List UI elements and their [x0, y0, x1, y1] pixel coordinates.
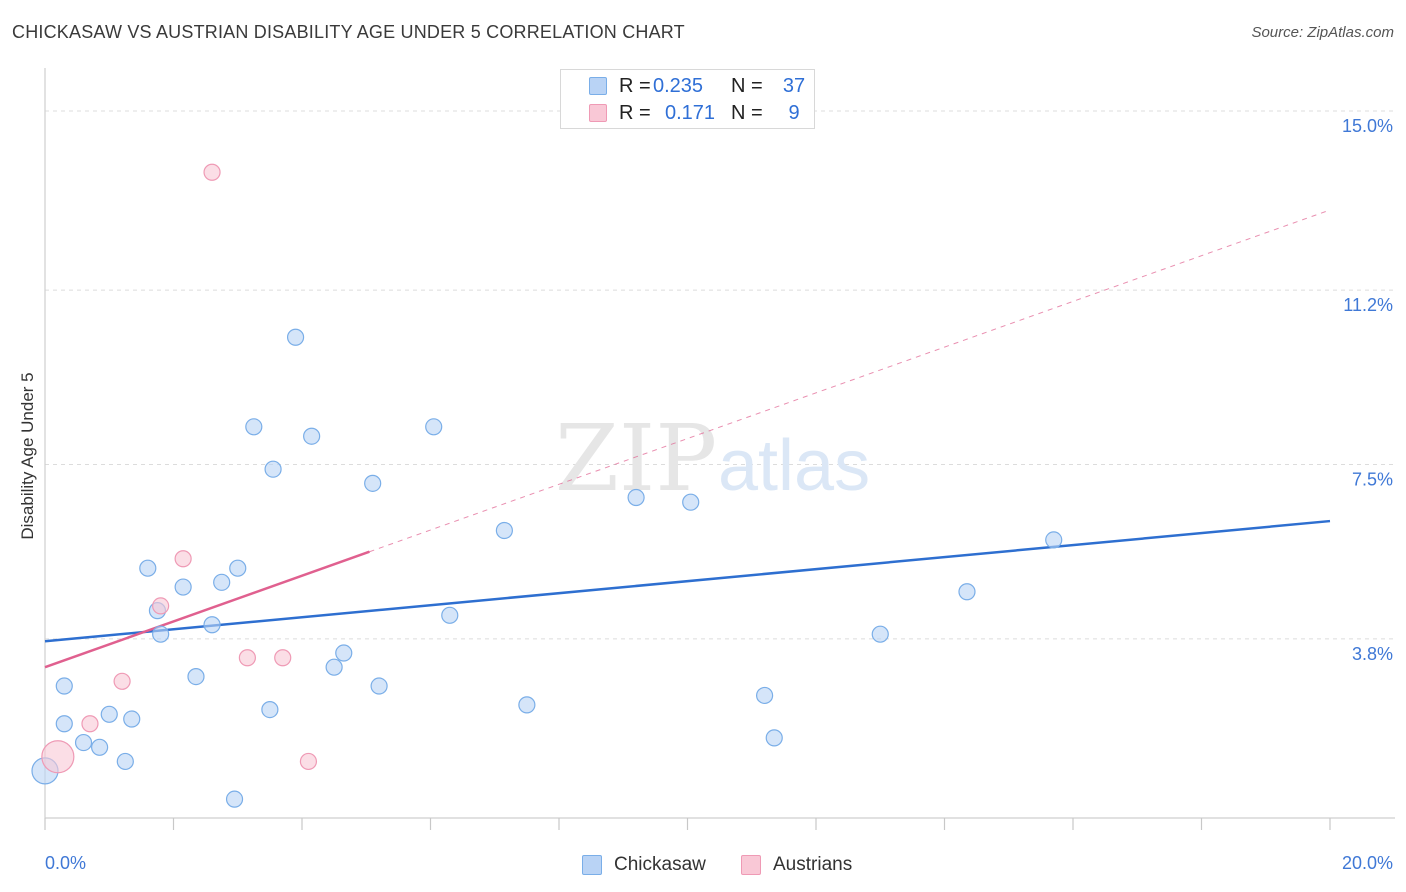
point-chickasaw — [91, 738, 109, 756]
point-chickasaw — [370, 677, 388, 695]
legend-swatch-austrians — [589, 104, 607, 122]
point-chickasaw — [765, 729, 783, 747]
y-tick-label: 7.5% — [1352, 469, 1393, 489]
point-chickasaw — [335, 644, 353, 662]
legend-item-chickasaw[interactable]: Chickasaw — [582, 852, 706, 878]
legend-swatch-chickasaw — [582, 855, 602, 875]
point-chickasaw — [55, 677, 73, 695]
point-chickasaw — [364, 474, 382, 492]
legend-r-value: 0.235 — [653, 74, 704, 97]
point-chickasaw — [627, 488, 645, 507]
point-chickasaw — [139, 559, 157, 577]
point-chickasaw — [152, 625, 170, 643]
axes — [44, 68, 1395, 830]
point-chickasaw — [958, 583, 976, 601]
point-chickasaw — [225, 790, 244, 808]
point-chickasaw — [261, 700, 279, 719]
point-chickasaw — [213, 573, 231, 591]
point-chickasaw — [286, 328, 305, 346]
legend-label-austrians: Austrians — [773, 854, 853, 875]
legend-n-label: N = — [731, 74, 763, 97]
point-austrians — [174, 550, 192, 568]
point-chickasaw — [871, 625, 889, 643]
legend-r-value: 0.171 — [665, 101, 716, 124]
legend-n-label: N = — [731, 101, 763, 124]
trend-line-chickasaw — [44, 519, 1331, 643]
point-austrians — [238, 649, 256, 667]
chart-title: CHICKASAW VS AUSTRIAN DISABILITY AGE UND… — [12, 22, 685, 42]
point-chickasaw — [303, 427, 321, 445]
point-chickasaw — [116, 752, 134, 771]
legend-label-chickasaw: Chickasaw — [614, 854, 706, 875]
trend-line-austrians — [44, 550, 370, 669]
point-chickasaw — [441, 606, 459, 624]
point-chickasaw — [55, 715, 73, 733]
gridlines — [45, 110, 1395, 640]
trend-lines — [44, 209, 1331, 669]
point-austrians — [274, 649, 292, 667]
y-tick-label: 11.2% — [1343, 295, 1393, 315]
data-points — [31, 163, 1063, 808]
point-chickasaw — [425, 418, 443, 436]
point-austrians — [203, 163, 221, 181]
point-austrians — [299, 752, 318, 771]
point-chickasaw — [1045, 531, 1063, 549]
point-chickasaw — [74, 733, 93, 752]
point-chickasaw — [245, 418, 263, 436]
legend-swatch-austrians — [741, 855, 761, 875]
legend-swatch-chickasaw — [589, 77, 607, 95]
point-chickasaw — [203, 616, 221, 634]
y-axis-label: Disability Age Under 5 — [18, 372, 37, 540]
point-chickasaw — [187, 667, 205, 686]
point-chickasaw — [100, 705, 118, 723]
stats-legend: R = 0.235 N = 37 R = 0.171 N = 9 — [560, 69, 815, 129]
x-tick-label: 0.0% — [45, 853, 86, 873]
legend-n-value: 37 — [782, 74, 806, 97]
tick-labels: 3.8% 7.5% 11.2% 15.0% 0.0% 20.0% — [45, 116, 1393, 873]
point-chickasaw — [495, 521, 513, 540]
series-legend: Chickasaw Austrians — [0, 852, 1406, 878]
point-chickasaw — [755, 686, 774, 705]
source-label: Source: ZipAtlas.com — [1251, 24, 1394, 41]
point-chickasaw — [682, 493, 700, 511]
watermark: ZIP atlas — [555, 405, 870, 512]
point-chickasaw — [325, 658, 343, 676]
point-austrians — [41, 740, 75, 774]
legend-n-value: 9 — [788, 101, 800, 124]
point-chickasaw — [518, 696, 536, 714]
point-austrians — [152, 597, 170, 615]
legend-r-label: R = — [619, 101, 651, 124]
point-austrians — [81, 715, 99, 733]
point-chickasaw — [123, 710, 141, 728]
x-tick-label: 20.0% — [1342, 853, 1393, 873]
legend-item-austrians[interactable]: Austrians — [741, 852, 852, 878]
watermark-atlas: atlas — [718, 426, 870, 506]
y-tick-label: 15.0% — [1342, 116, 1393, 136]
point-austrians — [113, 672, 131, 690]
point-chickasaw — [264, 460, 282, 478]
point-chickasaw — [174, 578, 192, 596]
y-tick-label: 3.8% — [1352, 644, 1393, 664]
point-chickasaw — [229, 559, 247, 577]
legend-r-label: R = — [619, 74, 651, 97]
